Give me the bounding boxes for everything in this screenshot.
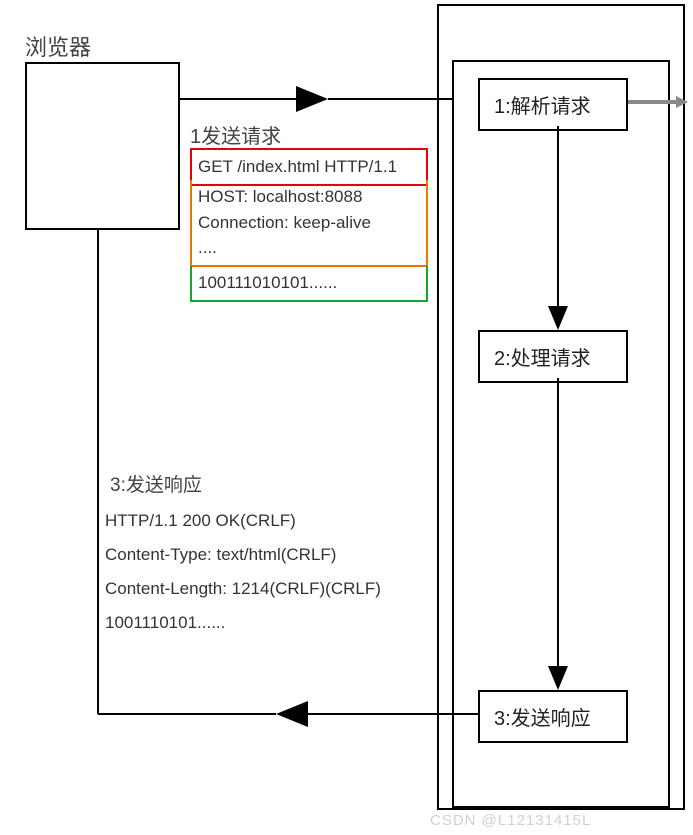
browser-label: 浏览器 <box>25 30 91 62</box>
response-line-3: Content-Length: 1214(CRLF)(CRLF) <box>105 572 381 606</box>
send-response-label: 3:发送响应 <box>110 470 202 497</box>
step1-box: 1:解析请求 <box>478 78 628 131</box>
arrow-step2-step3 <box>548 378 568 690</box>
step2-box: 2:处理请求 <box>478 330 628 383</box>
diagram-canvas: 浏览器 ClientHandler 1:解析请求 2:处理请求 3:发送响应 1… <box>0 0 693 835</box>
watermark: CSDN @L12131415L <box>430 812 591 829</box>
response-block: HTTP/1.1 200 OK(CRLF) Content-Type: text… <box>105 504 381 640</box>
response-line-2: Content-Type: text/html(CRLF) <box>105 538 381 572</box>
step3-box: 3:发送响应 <box>478 690 628 743</box>
response-line-4: 1001110101...... <box>105 606 381 640</box>
response-line-1: HTTP/1.1 200 OK(CRLF) <box>105 504 381 538</box>
arrow-request <box>180 84 452 114</box>
arrow-step1-step2 <box>548 126 568 330</box>
arrow-step1-right <box>628 92 688 112</box>
send-request-label: 1发送请求 <box>190 120 281 149</box>
request-header-1: HOST: localhost:8088 <box>198 184 420 210</box>
browser-box <box>25 62 180 230</box>
